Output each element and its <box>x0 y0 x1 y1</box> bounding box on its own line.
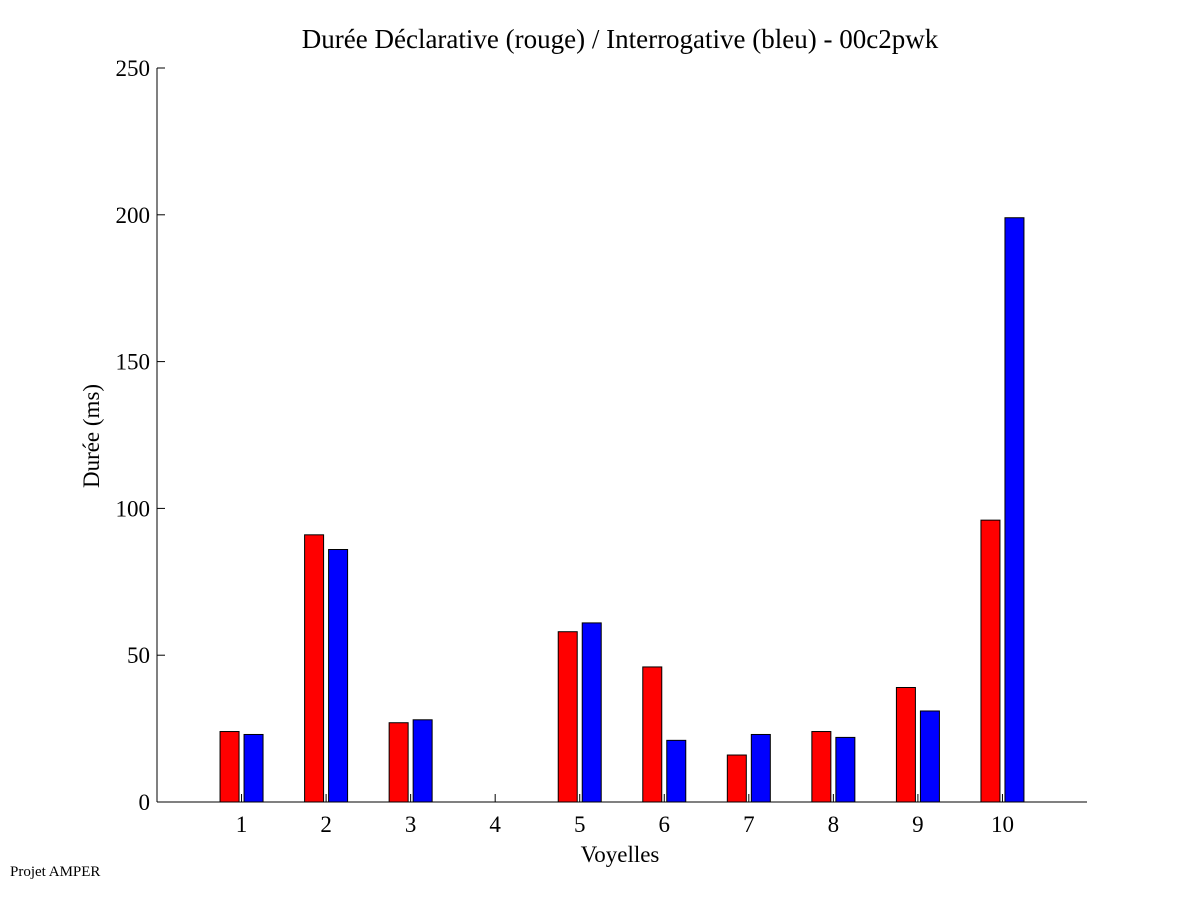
y-axis-label: Durée (ms) <box>79 384 104 488</box>
x-tick-label: 6 <box>659 812 671 837</box>
bar-series1-10 <box>980 519 1001 803</box>
x-tick-label: 9 <box>912 812 924 837</box>
x-tick-label: 4 <box>489 812 501 837</box>
x-tick-label: 3 <box>405 812 417 837</box>
footer-credit: Projet AMPER <box>10 864 101 880</box>
x-tick-label: 1 <box>236 812 248 837</box>
y-tick-label: 150 <box>116 350 151 375</box>
axes-group: 0 50 100 150 200 250 1 2 3 4 5 6 7 8 9 10 <box>116 56 1087 837</box>
bar-series1-3 <box>388 722 409 803</box>
y-tick-label: 200 <box>116 203 151 228</box>
bar-series1-1 <box>219 731 240 803</box>
bar-series2-9 <box>919 710 940 803</box>
bar-series1-6 <box>642 666 663 803</box>
x-tick-label: 10 <box>991 812 1014 837</box>
x-axis-label: Voyelles <box>581 842 660 867</box>
y-tick-label: 50 <box>127 643 150 668</box>
bars-group <box>219 217 1025 803</box>
x-tick-label: 8 <box>828 812 840 837</box>
x-tick-label: 7 <box>743 812 755 837</box>
y-tick-label: 0 <box>139 790 151 815</box>
chart-title: Durée Déclarative (rouge) / Interrogativ… <box>302 24 939 54</box>
x-tick-label: 5 <box>574 812 586 837</box>
bar-series2-3 <box>412 719 433 803</box>
y-tick-label: 100 <box>116 496 151 521</box>
bar-series2-7 <box>750 733 771 803</box>
bar-series2-10 <box>1004 217 1025 803</box>
bar-series2-1 <box>243 733 264 803</box>
bar-series1-7 <box>726 754 747 803</box>
bar-series2-2 <box>328 549 349 803</box>
bar-series1-2 <box>304 534 325 803</box>
bar-series2-8 <box>835 736 856 803</box>
bar-series2-5 <box>581 622 602 803</box>
bar-series1-5 <box>557 631 578 803</box>
y-tick-label: 250 <box>116 56 151 81</box>
x-tick-label: 2 <box>320 812 332 837</box>
bar-series2-6 <box>666 739 687 803</box>
bar-series1-8 <box>811 731 832 803</box>
bar-series1-9 <box>895 686 916 803</box>
